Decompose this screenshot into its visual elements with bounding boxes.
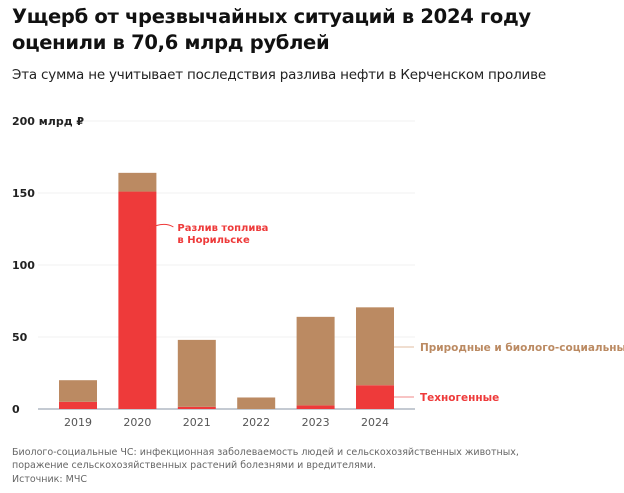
bar-segment bbox=[59, 380, 97, 402]
bar-segment bbox=[59, 401, 97, 409]
annotation-arrowhead bbox=[147, 224, 153, 232]
bar-segment bbox=[296, 405, 335, 409]
bar-segment bbox=[356, 307, 394, 386]
annotation-text: в Норильске bbox=[177, 235, 250, 246]
bar-segment bbox=[296, 316, 335, 406]
chart-subtitle: Эта сумма не учитывает последствия разли… bbox=[12, 67, 546, 83]
y-tick-label: 50 bbox=[12, 331, 28, 344]
chart: 0 50 100 150 200 млрд ₽ 2019 2020 2021 2022 2023 2… bbox=[12, 115, 624, 429]
legend-label: Техногенные bbox=[420, 392, 499, 404]
annotation-arrow bbox=[148, 223, 174, 230]
footnote: Биолого-социальные ЧС: инфекционная забо… bbox=[12, 447, 519, 471]
x-tick-label: 2019 bbox=[64, 416, 92, 429]
bar-segment bbox=[177, 406, 216, 409]
bar-segment bbox=[356, 385, 394, 409]
bar-segment bbox=[177, 339, 216, 407]
y-tick-label: 100 bbox=[12, 259, 35, 272]
x-tick-label: 2021 bbox=[183, 416, 211, 429]
y-tick-label: 200 млрд ₽ bbox=[12, 115, 84, 128]
annotation-text: Разлив топлива bbox=[177, 223, 268, 234]
x-tick-label: 2024 bbox=[361, 416, 389, 429]
bar-segment bbox=[118, 172, 157, 192]
x-tick-label: 2020 bbox=[123, 416, 151, 429]
bar-segment bbox=[118, 191, 157, 409]
legend-label: Природные и биолого-социальные bbox=[420, 342, 624, 354]
chart-title: Ущерб от чрезвычайных ситуаций в 2024 го… bbox=[12, 5, 531, 54]
y-tick-label: 0 bbox=[12, 403, 20, 416]
x-tick-label: 2022 bbox=[242, 416, 270, 429]
y-tick-label: 150 bbox=[12, 187, 35, 200]
bar-segment bbox=[237, 397, 276, 409]
x-tick-label: 2023 bbox=[302, 416, 330, 429]
source: Источник: МЧС bbox=[12, 474, 87, 485]
